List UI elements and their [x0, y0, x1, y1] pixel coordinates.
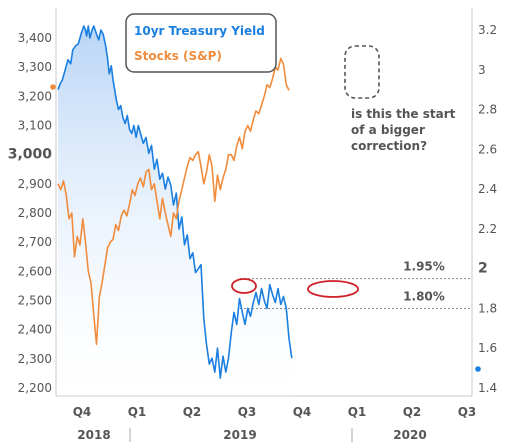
legend-box: [125, 13, 277, 73]
right-tick-0: 1.4: [478, 381, 497, 395]
left-tick-7: 2,900: [18, 177, 52, 191]
left-tick-1: 2,300: [18, 352, 52, 366]
annotation-line-2: of a bigger: [351, 123, 425, 137]
x-tick-quarter-7: Q3: [458, 405, 477, 419]
left-tick-6: 2,800: [18, 206, 52, 220]
right-tick-4: 2.2: [478, 222, 497, 236]
x-tick-quarter-4: Q4: [293, 405, 312, 419]
x-tick-year-1: 2019: [223, 428, 256, 442]
annotation-line-1: is this the start: [351, 107, 456, 121]
x-axis-ticks: Q4 Q1 Q2 Q3 Q4 Q1 Q2 Q3 2018 2019 2020: [73, 405, 477, 442]
right-tick-8: 3: [478, 63, 486, 77]
yield-axis-marker: [475, 366, 481, 372]
left-tick-3: 2,500: [18, 294, 52, 308]
left-tick-10: 3,200: [18, 89, 52, 103]
series-line-yield: [57, 25, 293, 379]
reference-lines: 1.95% 1.80%: [240, 260, 472, 309]
reference-label-1: 1.80%: [403, 289, 445, 303]
x-tick-year-2: 2020: [393, 428, 426, 442]
right-tick-6: 2.6: [478, 142, 497, 156]
annotation-line-3: correction?: [351, 139, 427, 153]
right-tick-9: 3.2: [478, 23, 497, 37]
x-tick-quarter-6: Q2: [403, 405, 422, 419]
left-tick-8: 3,000: [8, 147, 53, 163]
left-axis-ticks: 2,200 2,300 2,400 2,500 2,600 2,700 2,800 2,900…: [8, 31, 53, 395]
legend-label-stocks: Stocks (S&P): [134, 49, 222, 63]
series-lines: [57, 25, 293, 379]
series-area-yield: [58, 26, 292, 396]
x-tick-quarter-5: Q1: [348, 405, 367, 419]
series-line-stocks: [57, 57, 290, 346]
x-tick-quarter-0: Q4: [73, 405, 92, 419]
left-tick-4: 2,600: [18, 264, 52, 278]
left-tick-5: 2,700: [18, 235, 52, 249]
left-tick-0: 2,200: [18, 381, 52, 395]
right-axis-ticks: 1.4 1.6 1.8 2 2.2 2.4 2.6 2.8 3 3.2: [478, 23, 497, 395]
x-tick-quarter-2: Q2: [183, 405, 202, 419]
reference-label-0: 1.95%: [403, 260, 445, 274]
right-tick-7: 2.8: [478, 103, 497, 117]
left-tick-11: 3,300: [18, 60, 52, 74]
x-tick-quarter-3: Q3: [238, 405, 257, 419]
right-tick-1: 1.6: [478, 341, 497, 355]
left-tick-9: 3,100: [18, 119, 52, 133]
right-tick-3: 2: [478, 261, 488, 277]
right-tick-5: 2.4: [478, 182, 497, 196]
highlight-ring-late-2019: [307, 280, 359, 298]
yield-area-fill: [58, 26, 292, 396]
highlight-ring-early-2019: [231, 278, 257, 294]
left-tick-2: 2,400: [18, 323, 52, 337]
x-tick-quarter-1: Q1: [128, 405, 147, 419]
legend-label-yield: 10yr Treasury Yield: [134, 24, 265, 38]
highlight-box-stocks-peak: [344, 45, 380, 99]
stocks-axis-marker: [50, 84, 56, 90]
x-tick-year-0: 2018: [77, 428, 110, 442]
legend: 10yr Treasury Yield Stocks (S&P): [125, 13, 277, 73]
right-tick-2: 1.8: [478, 301, 497, 315]
left-tick-12: 3,400: [18, 31, 52, 45]
